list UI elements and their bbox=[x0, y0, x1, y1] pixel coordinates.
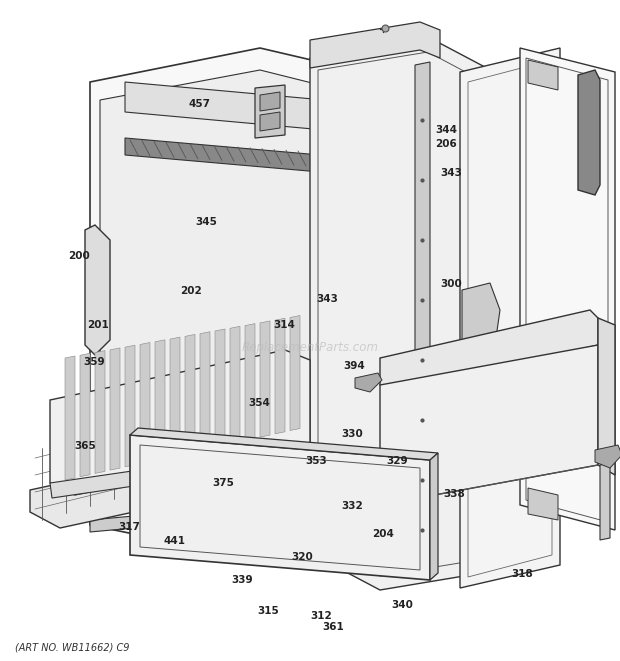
Polygon shape bbox=[460, 48, 560, 588]
Text: 359: 359 bbox=[84, 357, 105, 368]
Text: 340: 340 bbox=[391, 600, 413, 611]
Polygon shape bbox=[50, 445, 312, 498]
Text: 332: 332 bbox=[341, 501, 363, 512]
Text: 353: 353 bbox=[305, 456, 327, 467]
Text: 315: 315 bbox=[257, 605, 279, 616]
Text: 343: 343 bbox=[316, 293, 339, 304]
Text: 344: 344 bbox=[435, 124, 458, 135]
Polygon shape bbox=[110, 348, 120, 470]
Polygon shape bbox=[65, 356, 75, 480]
Polygon shape bbox=[430, 453, 438, 580]
Text: 300: 300 bbox=[440, 279, 463, 290]
Polygon shape bbox=[130, 435, 430, 580]
Polygon shape bbox=[30, 440, 290, 528]
Text: 343: 343 bbox=[440, 168, 463, 178]
Polygon shape bbox=[125, 138, 435, 182]
Text: 365: 365 bbox=[74, 440, 97, 451]
Polygon shape bbox=[290, 315, 300, 430]
Polygon shape bbox=[595, 445, 620, 468]
Text: 354: 354 bbox=[248, 398, 270, 408]
Text: 345: 345 bbox=[195, 217, 217, 227]
Text: 318: 318 bbox=[511, 568, 533, 579]
Text: 375: 375 bbox=[212, 477, 234, 488]
Text: 320: 320 bbox=[291, 551, 314, 562]
Polygon shape bbox=[215, 329, 225, 447]
Text: 201: 201 bbox=[87, 320, 109, 330]
Polygon shape bbox=[310, 22, 440, 68]
Polygon shape bbox=[90, 488, 440, 532]
Polygon shape bbox=[230, 327, 240, 444]
Text: 317: 317 bbox=[118, 522, 140, 533]
Polygon shape bbox=[140, 342, 150, 463]
Polygon shape bbox=[245, 324, 255, 440]
Polygon shape bbox=[95, 350, 105, 473]
Polygon shape bbox=[125, 345, 135, 467]
Polygon shape bbox=[255, 85, 285, 138]
Polygon shape bbox=[80, 353, 90, 477]
Polygon shape bbox=[85, 225, 110, 355]
Polygon shape bbox=[260, 112, 280, 131]
Polygon shape bbox=[578, 70, 600, 195]
Polygon shape bbox=[380, 310, 598, 393]
Text: 314: 314 bbox=[273, 320, 295, 330]
Text: (ART NO. WB11662) C9: (ART NO. WB11662) C9 bbox=[15, 643, 130, 653]
Text: 329: 329 bbox=[386, 456, 407, 467]
Polygon shape bbox=[415, 62, 430, 575]
Polygon shape bbox=[100, 70, 420, 530]
Polygon shape bbox=[520, 48, 615, 530]
Polygon shape bbox=[155, 340, 165, 460]
Polygon shape bbox=[200, 332, 210, 450]
Text: 204: 204 bbox=[372, 529, 394, 539]
Text: 330: 330 bbox=[341, 428, 363, 439]
Text: 457: 457 bbox=[188, 99, 211, 110]
Polygon shape bbox=[598, 318, 615, 475]
Polygon shape bbox=[462, 283, 500, 387]
Text: 200: 200 bbox=[68, 251, 91, 262]
Text: ReplacementParts.com: ReplacementParts.com bbox=[242, 342, 378, 354]
Polygon shape bbox=[90, 48, 440, 560]
Polygon shape bbox=[528, 488, 558, 520]
Polygon shape bbox=[130, 428, 438, 460]
Text: 361: 361 bbox=[322, 621, 345, 632]
Polygon shape bbox=[125, 82, 435, 140]
Polygon shape bbox=[528, 60, 558, 90]
Text: 339: 339 bbox=[231, 575, 252, 586]
Text: 312: 312 bbox=[310, 611, 332, 621]
Polygon shape bbox=[50, 350, 310, 495]
Polygon shape bbox=[275, 318, 285, 434]
Polygon shape bbox=[185, 334, 195, 453]
Polygon shape bbox=[380, 345, 598, 505]
Polygon shape bbox=[310, 38, 500, 590]
Text: 441: 441 bbox=[164, 535, 186, 546]
Polygon shape bbox=[260, 321, 270, 437]
Text: 394: 394 bbox=[343, 361, 366, 371]
Polygon shape bbox=[170, 337, 180, 457]
Polygon shape bbox=[600, 463, 610, 540]
Text: 338: 338 bbox=[443, 489, 465, 500]
Polygon shape bbox=[260, 92, 280, 111]
Text: 206: 206 bbox=[435, 139, 458, 149]
Text: 202: 202 bbox=[180, 286, 202, 296]
Polygon shape bbox=[355, 373, 382, 392]
